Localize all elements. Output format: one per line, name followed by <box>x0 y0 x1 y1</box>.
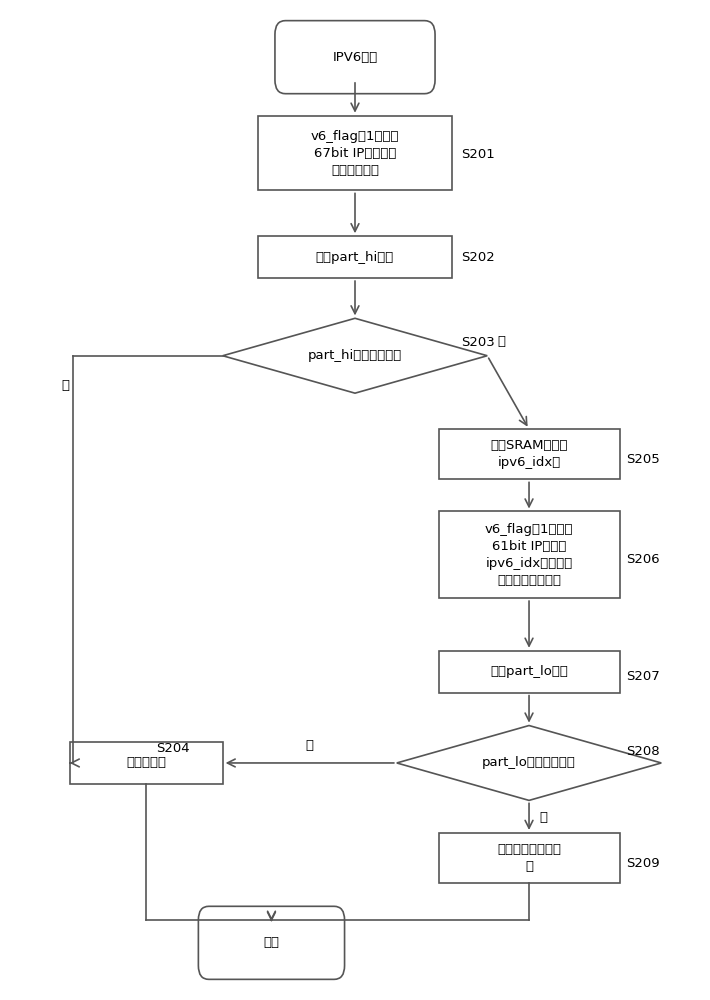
Bar <box>439 651 620 693</box>
Text: IPV6业务: IPV6业务 <box>332 51 378 64</box>
Text: 否: 否 <box>306 739 314 752</box>
Text: S207: S207 <box>626 670 660 683</box>
Text: 访问SRAM，获取
ipv6_idx値: 访问SRAM，获取 ipv6_idx値 <box>491 439 568 469</box>
Text: S201: S201 <box>461 148 495 161</box>
Text: v6_flag祱1，取后
61bit IP値，和
ipv6_idx一起组合
出新的匹配关键字: v6_flag祱1，取后 61bit IP値，和 ipv6_idx一起组合 出新… <box>485 523 573 587</box>
Text: v6_flag祱1，取前
67bit IP値，组合
出匹配关键字: v6_flag祱1，取前 67bit IP値，组合 出匹配关键字 <box>311 130 399 177</box>
Polygon shape <box>223 318 487 393</box>
Bar <box>439 833 620 883</box>
Text: part_hi中是否匹配上: part_hi中是否匹配上 <box>308 349 402 362</box>
Text: S202: S202 <box>461 251 495 264</box>
Text: S204: S204 <box>157 742 190 755</box>
Text: 否: 否 <box>62 379 70 392</box>
Bar <box>439 429 620 479</box>
Text: 进入part_lo匹配: 进入part_lo匹配 <box>490 665 568 678</box>
Bar <box>439 511 620 598</box>
FancyBboxPatch shape <box>198 906 344 979</box>
Bar <box>258 116 452 190</box>
Bar <box>258 236 452 278</box>
Text: S206: S206 <box>626 553 660 566</box>
Text: 进入part_hi匹配: 进入part_hi匹配 <box>316 251 394 264</box>
Text: S205: S205 <box>626 453 660 466</box>
Bar <box>70 742 223 784</box>
Text: S208: S208 <box>626 745 660 758</box>
Polygon shape <box>397 726 661 800</box>
Text: 是: 是 <box>540 811 547 824</box>
Text: S203: S203 <box>461 336 495 349</box>
Text: 是: 是 <box>498 335 506 348</box>
Text: 丢弃业务包: 丢弃业务包 <box>126 756 166 769</box>
Text: 进行正常的业务转
发: 进行正常的业务转 发 <box>497 843 561 873</box>
Text: part_lo中是否匹配上: part_lo中是否匹配上 <box>482 756 576 769</box>
Text: 结束: 结束 <box>263 936 280 949</box>
FancyBboxPatch shape <box>275 21 435 94</box>
Text: S209: S209 <box>626 857 660 870</box>
